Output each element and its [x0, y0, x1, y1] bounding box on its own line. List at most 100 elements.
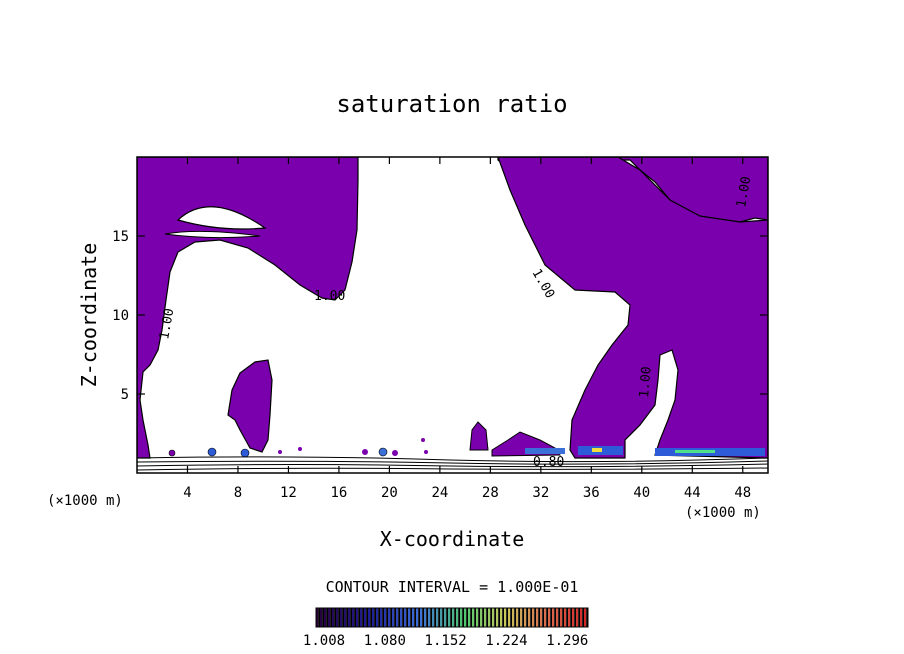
colorbar-stripe: [488, 608, 491, 627]
colorbar-stripe: [448, 608, 451, 627]
colorbar-stripe-gap: [326, 608, 328, 627]
x-tick-label: 12: [280, 485, 297, 501]
colorbar-stripe: [480, 608, 483, 627]
contour-label: 0.80: [533, 455, 564, 470]
colorbar-stripe: [424, 608, 427, 627]
colorbar-stripe: [436, 608, 439, 627]
colorbar-stripe: [556, 608, 559, 627]
colorbar-stripe: [576, 608, 579, 627]
colorbar-stripe-gap: [358, 608, 360, 627]
x-tick-label: 20: [381, 485, 398, 501]
colorbar-stripe-gap: [446, 608, 448, 627]
colorbar-stripe-gap: [410, 608, 412, 627]
colorbar-stripe-gap: [422, 608, 424, 627]
y-tick-label: 15: [112, 229, 129, 245]
supersaturated-regions: [137, 157, 768, 459]
colorbar-stripe-gap: [554, 608, 556, 627]
colorbar-stripe: [320, 608, 323, 627]
colorbar-stripe-gap: [462, 608, 464, 627]
colorbar-stripe-gap: [366, 608, 368, 627]
colorbar-stripe-gap: [346, 608, 348, 627]
colorbar-stripe-gap: [482, 608, 484, 627]
colorbar-stripe-gap: [514, 608, 516, 627]
colorbar-stripe-gap: [318, 608, 320, 627]
speck: [421, 438, 425, 442]
colorbar-stripe-gap: [354, 608, 356, 627]
patch-x36-core: [592, 448, 602, 452]
colorbar-stripe: [356, 608, 359, 627]
colorbar-stripe-gap: [470, 608, 472, 627]
x-tick-label: 28: [482, 485, 499, 501]
colorbar-stripe-gap: [418, 608, 420, 627]
speck: [424, 450, 428, 454]
colorbar-stripe-gap: [574, 608, 576, 627]
colorbar-stripe-gap: [518, 608, 520, 627]
colorbar-stripe-gap: [342, 608, 344, 627]
colorbar-stripe: [560, 608, 563, 627]
x-axis-label: X-coordinate: [380, 527, 525, 551]
fill-hole-sliver: [164, 230, 261, 239]
colorbar-stripe: [472, 608, 475, 627]
colorbar-stripe: [504, 608, 507, 627]
colorbar-stripe-gap: [490, 608, 492, 627]
x-tick-label: 8: [234, 485, 242, 501]
colorbar-stripe: [444, 608, 447, 627]
colorbar-stripe: [324, 608, 327, 627]
colorbar-stripe-gap: [434, 608, 436, 627]
colorbar-stripe: [464, 608, 467, 627]
speck: [362, 449, 368, 455]
colorbar-stripe-gap: [498, 608, 500, 627]
colorbar-stripe: [460, 608, 463, 627]
x-tick-label: 24: [431, 485, 448, 501]
colorbar-stripe-gap: [330, 608, 332, 627]
colorbar-stripe-gap: [562, 608, 564, 627]
colorbar-tick-label: 1.008: [303, 633, 345, 649]
colorbar-stripe: [392, 608, 395, 627]
contour-label: 1.00: [157, 307, 177, 340]
colorbar-stripe-gap: [338, 608, 340, 627]
contour-label: 1.00: [314, 289, 345, 304]
colorbar-frame: [315, 607, 589, 628]
colorbar-stripe: [492, 608, 495, 627]
y-tick-label: 5: [121, 387, 129, 403]
colorbar-stripe: [360, 608, 363, 627]
speck: [392, 450, 398, 456]
colorbar-stripe-gap: [522, 608, 524, 627]
colorbar-stripe-gap: [534, 608, 536, 627]
colorbar-stripe: [568, 608, 571, 627]
colorbar-stripe: [336, 608, 339, 627]
colorbar-stripe-gap: [350, 608, 352, 627]
colorbar-stripe: [384, 608, 387, 627]
colorbar-stripe-gap: [558, 608, 560, 627]
colorbar-stripe: [344, 608, 347, 627]
x-tick-label: 40: [633, 485, 650, 501]
colorbar-stripe: [532, 608, 535, 627]
colorbar-stripe: [380, 608, 383, 627]
y-axis-label: Z-coordinate: [77, 243, 101, 388]
colorbar-stripe: [584, 608, 587, 627]
colorbar-stripe: [340, 608, 343, 627]
colorbar-stripe: [508, 608, 511, 627]
colorbar-stripe: [440, 608, 443, 627]
colorbar-stripe-gap: [382, 608, 384, 627]
colorbar-stripe-gap: [374, 608, 376, 627]
colorbar-stripe: [396, 608, 399, 627]
colorbar-stripe-gap: [494, 608, 496, 627]
colorbar-tick-label: 1.296: [546, 633, 588, 649]
colorbar-stripe-gap: [586, 608, 588, 627]
colorbar-stripe: [364, 608, 367, 627]
colorbar-stripe: [468, 608, 471, 627]
colorbar-stripe: [452, 608, 455, 627]
x-tick-label: 44: [684, 485, 701, 501]
colorbar-stripe-gap: [546, 608, 548, 627]
colorbar-stripe: [540, 608, 543, 627]
colorbar-stripe: [352, 608, 355, 627]
colorbar-stripe-gap: [566, 608, 568, 627]
colorbar-stripe-gap: [570, 608, 572, 627]
colorbar-tick-label: 1.152: [425, 633, 467, 649]
colorbar-stripe: [412, 608, 415, 627]
contour-interval-text: CONTOUR INTERVAL = 1.000E-01: [326, 578, 579, 596]
colorbar-stripe-gap: [370, 608, 372, 627]
colorbar-stripe-gap: [538, 608, 540, 627]
